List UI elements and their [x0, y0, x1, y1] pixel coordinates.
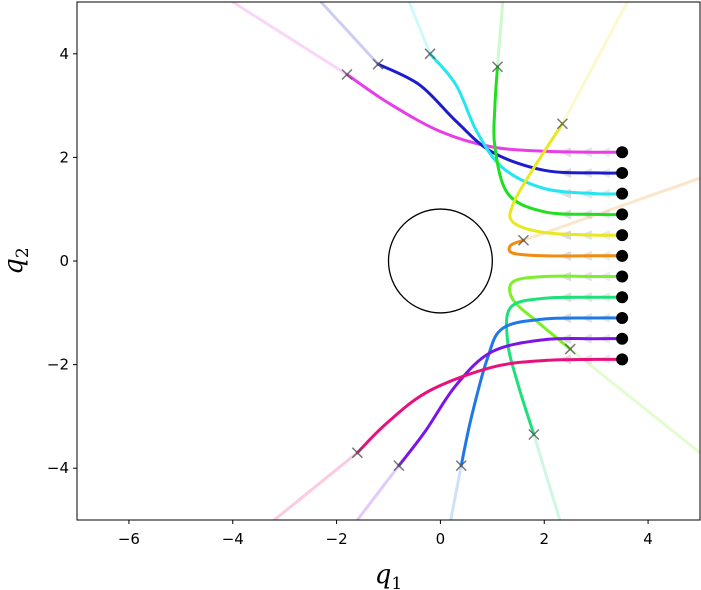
series-4-end-marker	[556, 118, 568, 130]
series-5-start-point	[616, 249, 629, 262]
y-tick-label-0: −4	[47, 459, 69, 477]
obstacle-circle	[387, 208, 493, 314]
series-3-start-point	[616, 208, 629, 221]
series-1-start-point	[616, 166, 629, 179]
series-2-start-point	[616, 187, 629, 200]
x-axis-label-sub: 1	[391, 574, 402, 590]
x-tick-label-4: 2	[539, 530, 549, 548]
y-tick-label-2: 0	[59, 252, 69, 270]
series-5-end-marker	[517, 234, 530, 246]
series-7-extension	[532, 433, 562, 520]
x-tick-label-1: −4	[222, 530, 244, 548]
series-1-extension	[319, 2, 380, 66]
series-6-extension	[568, 347, 700, 455]
plot-area	[231, 2, 700, 520]
series-2-trajectory	[428, 52, 624, 196]
series-1-end-marker	[372, 58, 384, 70]
series-8-end-marker	[455, 460, 467, 472]
series-10-extension	[272, 451, 359, 520]
series-9-end-marker	[393, 460, 405, 472]
series-0-end-marker	[341, 68, 353, 81]
series-3-trajectory	[492, 65, 624, 217]
series-2-extension	[407, 2, 432, 56]
series-4-trajectory	[508, 122, 624, 237]
y-tick-label-3: 2	[59, 148, 69, 166]
series-4-start-point	[616, 229, 629, 242]
series-9-trajectory	[397, 336, 624, 468]
series-10-end-marker	[351, 447, 363, 459]
x-axis-label: q1	[375, 560, 402, 590]
series-6-start-point	[616, 270, 629, 283]
series-7-start-point	[616, 291, 629, 304]
series-3-end-marker	[491, 61, 504, 73]
series-3-extension	[496, 2, 505, 69]
series-7-trajectory	[504, 295, 624, 436]
series-5-trajectory	[507, 238, 624, 258]
series-8-start-point	[616, 311, 629, 324]
x-axis-label-main: q	[375, 560, 392, 590]
series-4-extension	[560, 2, 629, 126]
ticks-layer: −6 −4 −2 0 2 4 −4 −2 0 2 4	[47, 45, 653, 548]
series-0-start-point	[616, 146, 629, 159]
series-6-trajectory	[508, 274, 624, 351]
series-0-extension	[231, 2, 349, 77]
y-tick-label-1: −2	[47, 356, 69, 374]
x-tick-label-2: −2	[326, 530, 348, 548]
x-tick-label-5: 4	[643, 530, 653, 548]
y-axis-label-main: q	[0, 258, 29, 275]
series-7-end-marker	[528, 428, 540, 441]
series-10-trajectory	[355, 357, 624, 455]
y-tick-label-4: 4	[59, 45, 69, 63]
x-tick-label-0: −6	[118, 530, 140, 548]
series-6-end-marker	[564, 343, 576, 355]
x-tick-label-3: 0	[436, 530, 446, 548]
series-5-extension	[521, 176, 700, 242]
series-9-start-point	[616, 332, 629, 345]
series-1-trajectory	[376, 62, 624, 175]
series-2-end-marker	[424, 48, 436, 60]
marks-layer	[341, 48, 629, 472]
series-10-start-point	[616, 353, 629, 366]
series-8-extension	[449, 464, 463, 520]
series-9-extension	[355, 464, 401, 520]
y-axis-label-sub: 2	[13, 247, 33, 258]
y-axis-label: q2	[0, 247, 33, 274]
series-0-trajectory	[345, 73, 624, 154]
series-8-trajectory	[459, 316, 624, 468]
